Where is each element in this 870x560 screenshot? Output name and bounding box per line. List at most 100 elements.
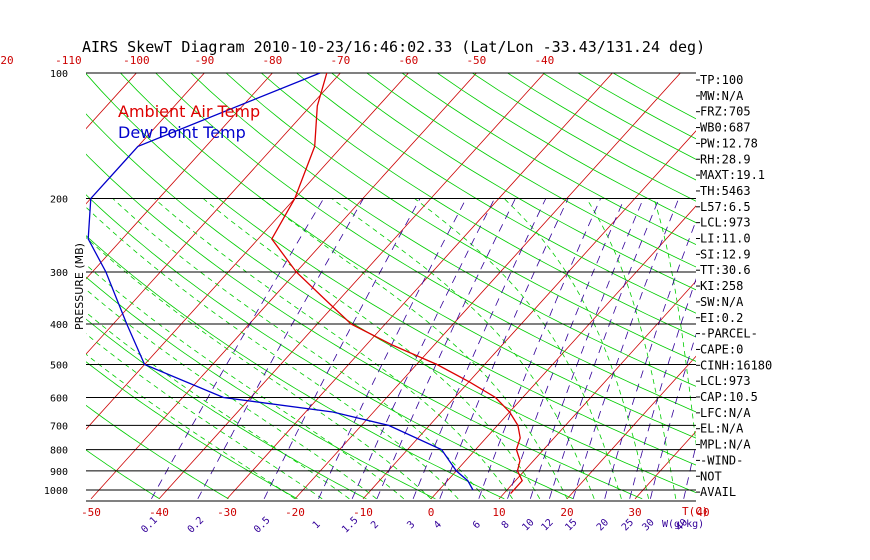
mixing-ratio-line [439,198,569,499]
top-temperature-tick-label: -110 [55,54,82,67]
dry-adiabat-line [86,361,298,500]
dry-adiabat-line [366,73,696,268]
mixing-ratio-line [572,198,680,499]
dry-adiabat-line [401,73,696,246]
moist-adiabat-line [202,198,541,500]
mixing-ratio-tick-label: 20 [595,517,611,533]
mixing-ratio-tick-label: 3 [405,519,417,531]
legend-dew-point-temp: Dew Point Temp [118,123,246,142]
isotherm-line [86,73,409,430]
mixing-ratio-line [376,198,516,499]
moist-adiabat-line [586,198,677,499]
pressure-tick-label: 600 [50,393,68,404]
pressure-tick-label: 900 [50,467,68,478]
index-entry: RH:28.9 [700,152,751,166]
dew-point-temp-line [87,73,474,491]
top-temperature-tick-label: -60 [398,54,418,67]
dry-adiabat-line [225,73,696,362]
index-entry: SW:N/A [700,295,744,309]
mixing-ratio-unit-label: W(g/kg) [662,519,704,530]
isotherm-line [86,73,205,205]
mixing-ratio-line [151,198,324,500]
y-axis-label: PRESSURE (MB) [73,243,86,330]
moist-adiabat-line [86,353,296,500]
dry-adiabat-line [86,153,643,500]
mixing-ratio-tick-label: 8 [500,519,512,531]
dry-adiabat-line [86,235,505,500]
mixing-ratio-tick-label: 6 [471,519,483,531]
index-entry: LCL:973 [700,374,751,388]
top-temperature-tick-label: -90 [194,54,214,67]
index-entry: MW:N/A [700,89,744,103]
mixing-ratio-tick-label: 4 [432,519,444,531]
dry-adiabat-line [86,276,436,500]
index-entry: TT:30.6 [700,263,751,277]
dry-adiabat-line [86,194,574,500]
index-entry: TH:5463 [700,184,751,198]
mixing-ratio-tick-label: 0.5 [252,515,273,536]
index-entry: PW:12.78 [700,136,758,150]
index-entry: MPL:N/A [700,438,751,452]
top-temperature-tick-label: -100 [123,54,150,67]
dry-adiabat-line [295,73,696,314]
index-entry: NOT [700,469,722,483]
index-entry: CAPE:0 [700,342,743,356]
moist-adiabat-line [154,198,513,500]
top-temperature-tick-label: -120 [0,54,14,67]
mixing-ratio-line [478,198,601,499]
isotherm-line [90,73,477,500]
ambient-air-temp-line [271,73,523,495]
mixing-ratio-line [197,198,364,499]
chart-title: AIRS SkewT Diagram 2010-10-23/16:46:02.3… [82,38,705,56]
mixing-ratio-line [351,198,495,499]
isotherm-line [634,430,696,500]
bottom-temperature-tick-label: 20 [560,506,573,519]
index-entry: WB0:687 [700,121,751,135]
mixing-ratio-line [412,198,547,499]
moist-adiabat-line [112,198,486,500]
isotherm-line [86,73,273,280]
moist-adiabat-line [503,198,649,499]
moist-adiabat-line [86,311,350,500]
isotherm-line [771,54,870,499]
bottom-temperature-tick-label: 30 [628,506,641,519]
dry-adiabat-line [190,73,696,387]
pressure-tick-label: 1000 [44,486,68,497]
bottom-temperature-labels: -50 -40 -30 -20 -10 0 10 20 30 40 [81,506,710,519]
index-entry: CINH:16180 [700,358,772,372]
dry-adiabat-line [331,73,696,291]
top-temperature-tick-label: -80 [262,54,282,67]
index-entry: KI:258 [700,279,743,293]
mixing-ratio-tick-label: 10 [520,517,536,533]
pressure-tick-label: 700 [50,421,68,432]
dry-adiabat-line [86,449,160,500]
index-entry: -WIND- [700,453,743,467]
isotherm-line [0,54,18,499]
mixing-ratio-tick-label: 0.2 [186,515,207,536]
bottom-temperature-tick-label: -40 [149,506,169,519]
dry-adiabat-line [86,404,229,500]
bottom-temperature-tick-label: -20 [285,506,305,519]
dry-adiabat-line [155,73,696,413]
temperature-unit-label: T(C) [682,505,709,518]
top-temperature-tick-label: -50 [466,54,486,67]
isotherm-line [839,54,870,499]
mixing-ratio-line [529,198,644,499]
mixing-ratio-line [263,198,421,499]
bottom-temperature-tick-label: -10 [353,506,373,519]
dry-adiabat-line [86,113,696,494]
pressure-tick-label: 200 [50,195,68,206]
index-entry: FRZ:705 [700,105,751,119]
moist-adiabat-line [414,198,622,499]
mixing-ratio-line [318,198,467,499]
pressure-tick-label: 400 [50,320,68,331]
top-temperature-tick-label: -40 [534,54,554,67]
moist-adiabat-line [86,333,323,500]
pressure-tick-label: 500 [50,360,68,371]
dry-adiabat-line [260,73,696,338]
isotherm-line [86,73,341,355]
pressure-tick-label: 300 [50,268,68,279]
index-entry: SI:12.9 [700,247,751,261]
dry-adiabat-line [119,73,696,439]
